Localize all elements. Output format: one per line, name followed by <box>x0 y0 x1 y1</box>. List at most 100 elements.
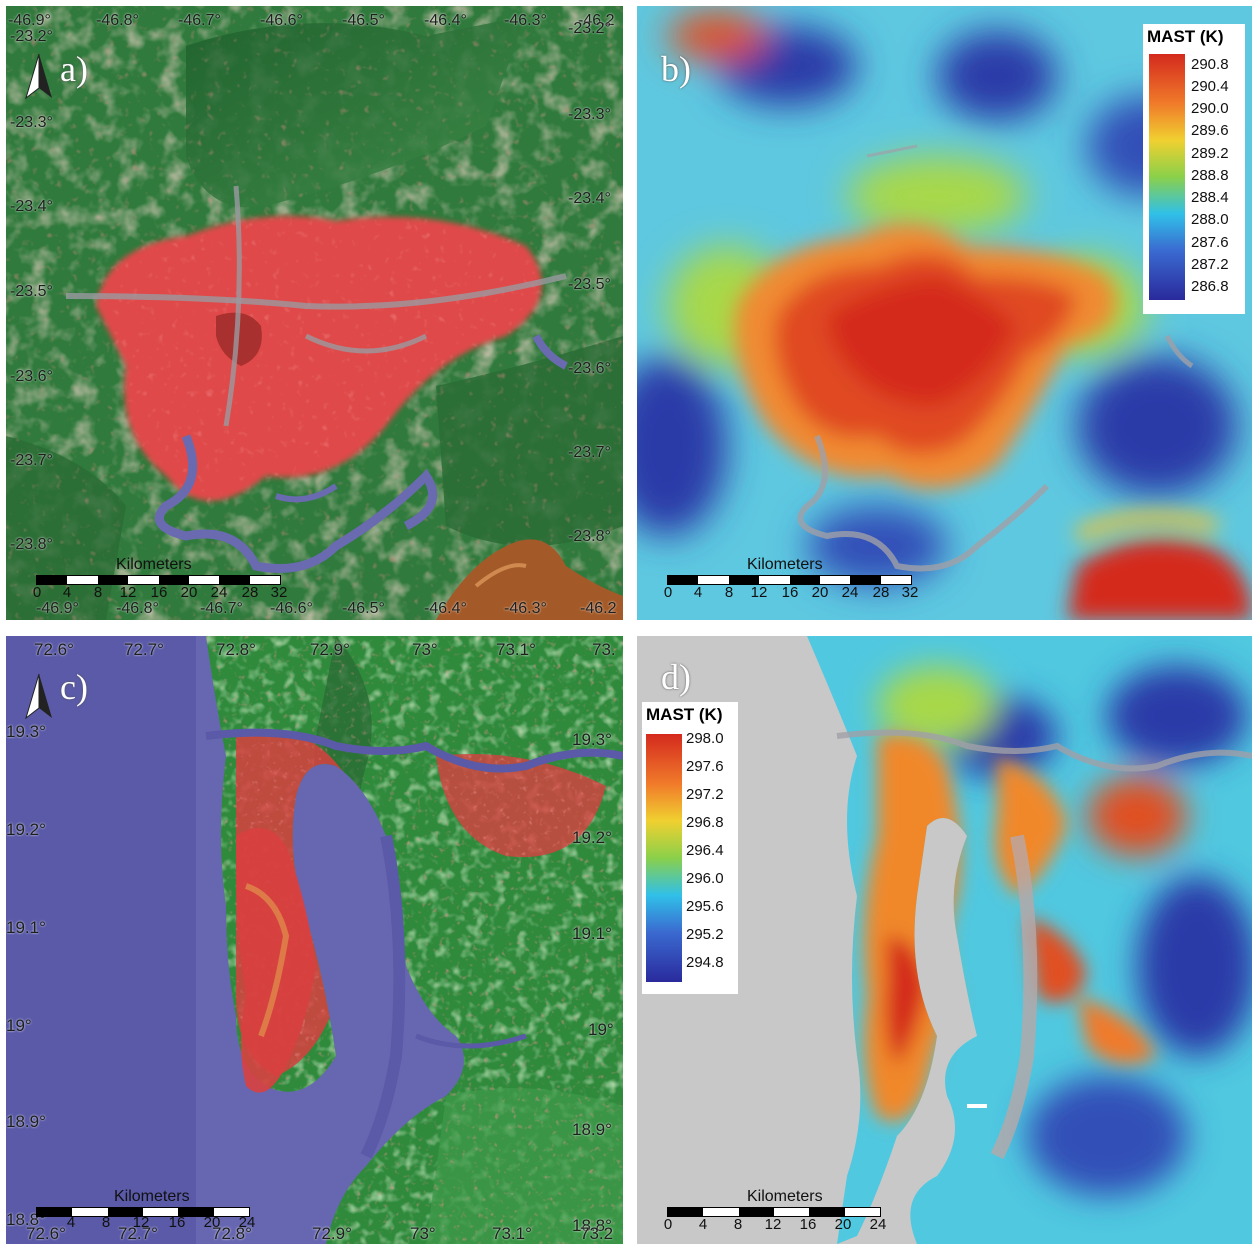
lat-left-c-5: 18.8° <box>6 1210 46 1229</box>
scale-tick-c-5: 20 <box>203 1214 221 1231</box>
lon-top-a-7: -46.2 <box>578 12 615 29</box>
lat-left-c-0: 19.3° <box>6 722 46 741</box>
legend-d-tick-6: 295.6 <box>686 898 724 915</box>
colorbar-b <box>1149 54 1185 300</box>
lat-left-a-1: -23.3° <box>10 114 53 131</box>
lon-top-c-5: 73.1° <box>496 640 536 659</box>
lat-left-a-6: -23.8° <box>10 536 53 553</box>
legend-b-tick-1: 290.4 <box>1191 78 1229 95</box>
lon-bottom-c-0: 72.6° <box>26 1224 66 1243</box>
scale-title-c: Kilometers <box>114 1188 190 1205</box>
lon-top-c-0: 72.6° <box>34 640 74 659</box>
legend-b-tick-0: 290.8 <box>1191 56 1229 73</box>
lat-right-a-1: -23.3° <box>568 106 611 123</box>
legend-d-tick-4: 296.4 <box>686 842 724 859</box>
lon-bottom-a-0: -46.9° <box>36 600 79 617</box>
legend-d-tick-8: 294.8 <box>686 954 724 971</box>
lat-right-c-1: 19.2° <box>572 828 612 847</box>
lon-top-a-4: -46.5° <box>342 12 385 29</box>
lon-bottom-a-2: -46.7° <box>200 600 243 617</box>
scale-tick-a-4: 16 <box>150 584 168 601</box>
lat-right-c-3: 19° <box>588 1020 614 1039</box>
scale-tick-b-7: 28 <box>872 584 890 601</box>
legend-d-tick-5: 296.0 <box>686 870 724 887</box>
lat-right-c-0: 19.3° <box>572 730 612 749</box>
temperature-map-d <box>637 636 1252 1244</box>
lat-left-c-3: 19° <box>6 1016 32 1035</box>
north-arrow-icon <box>25 53 52 100</box>
scale-tick-a-1: 4 <box>62 584 72 601</box>
panel-label-b: b) <box>661 49 691 89</box>
scale-title-d: Kilometers <box>747 1188 823 1205</box>
lon-bottom-a-4: -46.5° <box>342 600 385 617</box>
lon-bottom-a-5: -46.4° <box>424 600 467 617</box>
scale-tick-c-3: 12 <box>132 1214 150 1231</box>
lon-bottom-c-4: 73° <box>410 1224 436 1243</box>
temperature-map-b <box>637 6 1252 620</box>
lat-left-c-4: 18.9° <box>6 1112 46 1131</box>
lon-bottom-a-1: -46.8° <box>116 600 159 617</box>
scale-bar-d: Kilometers 0 4 8 12 16 20 24 <box>663 1188 895 1233</box>
lat-left-a-0: -23.2° <box>10 28 53 45</box>
scale-tick-b-3: 12 <box>750 584 768 601</box>
landcover-map-a <box>6 6 623 620</box>
scale-tick-c-1: 4 <box>66 1214 76 1231</box>
scale-segments-d <box>667 1207 881 1217</box>
lat-right-a-4: -23.6° <box>568 360 611 377</box>
scale-tick-c-4: 16 <box>168 1214 186 1231</box>
scale-segments-b <box>667 575 912 585</box>
lat-left-c-1: 19.2° <box>6 820 46 839</box>
lat-left-a-2: -23.4° <box>10 198 53 215</box>
scale-tick-a-3: 12 <box>119 584 137 601</box>
lat-right-a-5: -23.7° <box>568 444 611 461</box>
lon-bottom-c-5: 73.1° <box>492 1224 532 1243</box>
panel-label-d: d) <box>661 657 691 697</box>
scale-tick-d-5: 20 <box>834 1216 852 1233</box>
lon-top-a-5: -46.4° <box>424 12 467 29</box>
panel-label-c: c) <box>60 667 88 707</box>
scale-tick-a-7: 28 <box>241 584 259 601</box>
legend-d-tick-3: 296.8 <box>686 814 724 831</box>
legend-b-tick-10: 286.8 <box>1191 278 1229 295</box>
lat-right-a-0: -23.2° <box>568 20 611 37</box>
lat-left-a-4: -23.6° <box>10 368 53 385</box>
scale-tick-b-6: 24 <box>841 584 859 601</box>
north-arrow-icon-c <box>25 673 52 720</box>
legend-title-b: MAST (K) <box>1147 27 1224 46</box>
lon-bottom-c-2: 72.8° <box>212 1224 252 1243</box>
lon-top-c-3: 72.9° <box>310 640 350 659</box>
scale-title-a: Kilometers <box>116 556 192 573</box>
legend-b-tick-7: 288.0 <box>1191 211 1229 228</box>
lon-top-a-0: -46.9° <box>8 12 51 29</box>
scale-tick-d-0: 0 <box>663 1216 673 1233</box>
lon-bottom-a-3: -46.6° <box>270 600 313 617</box>
lon-top-a-3: -46.6° <box>260 12 303 29</box>
legend-d-tick-2: 297.2 <box>686 786 724 803</box>
scale-bar-a: Kilometers 0 4 8 12 16 20 24 28 32 <box>33 556 288 601</box>
scale-segments-a <box>36 575 281 585</box>
scale-tick-c-2: 8 <box>101 1214 111 1231</box>
lon-bottom-a-6: -46.3° <box>504 600 547 617</box>
panel-b-mast-sao-paulo: b) MAST (K) 290.8 290.4 290.0 289.6 289.… <box>637 6 1252 620</box>
lon-top-c-2: 72.8° <box>216 640 256 659</box>
lon-bottom-c-6: 73.2 <box>580 1224 614 1243</box>
lat-left-a-5: -23.7° <box>10 452 53 469</box>
lon-bottom-c-3: 72.9° <box>312 1224 352 1243</box>
legend-d-tick-1: 297.6 <box>686 758 724 775</box>
panel-c-landcover-mumbai: c) 72.6° 72.7° 72.8° 72.9° 73° 73.1° 73.… <box>6 636 623 1244</box>
legend-b-tick-3: 289.6 <box>1191 122 1229 139</box>
colorbar-d <box>646 734 682 982</box>
scale-tick-a-2: 8 <box>93 584 103 601</box>
lon-top-c-4: 73° <box>412 640 438 659</box>
lon-top-a-2: -46.7° <box>178 12 221 29</box>
scale-tick-b-0: 0 <box>663 584 673 601</box>
legend-b-tick-5: 288.8 <box>1191 167 1229 184</box>
lat-right-a-2: -23.4° <box>568 190 611 207</box>
scale-title-b: Kilometers <box>747 556 823 573</box>
lat-left-c-2: 19.1° <box>6 918 46 937</box>
scale-tick-b-2: 8 <box>724 584 734 601</box>
lat-right-c-5: 18.8° <box>572 1216 612 1235</box>
legend-d-tick-7: 295.2 <box>686 926 724 943</box>
lat-right-c-4: 18.9° <box>572 1120 612 1139</box>
scale-tick-d-1: 4 <box>698 1216 708 1233</box>
